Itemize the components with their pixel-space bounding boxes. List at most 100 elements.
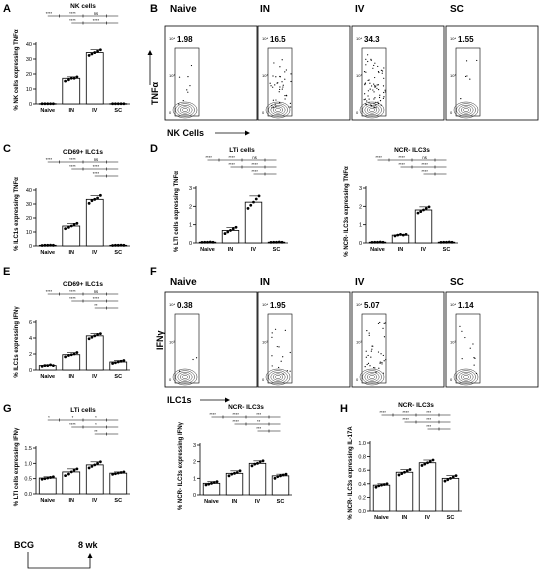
sig-label: **** <box>421 169 428 174</box>
event-dot <box>364 366 366 368</box>
event-dot <box>178 103 180 105</box>
data-point <box>273 476 277 480</box>
y-tick-label: 0.8 <box>358 455 366 461</box>
event-dot <box>370 350 372 352</box>
event-dot <box>364 98 366 100</box>
sig-label: **** <box>421 162 428 167</box>
y-tick-label: 40 <box>26 42 32 48</box>
sig-label: **** <box>379 410 386 415</box>
sig-label: * <box>48 415 50 420</box>
data-point <box>122 359 126 362</box>
event-dot <box>376 87 378 89</box>
y-axis-label: % ILC1s expressing TNFα <box>14 177 20 251</box>
density-contour <box>359 368 385 386</box>
data-point <box>119 471 123 474</box>
data-point <box>400 472 404 475</box>
event-dot <box>383 67 385 69</box>
flow-gate <box>267 47 293 117</box>
data-point <box>207 482 211 486</box>
density-contour <box>175 103 195 117</box>
y-tick-label: 1 <box>189 223 192 229</box>
flow-b-header-iv: IV <box>355 4 365 15</box>
chart-title: LTi cells <box>229 147 255 154</box>
flow-plot-3: 10⁴ 10³ 0 1.14 <box>445 291 539 388</box>
event-dot <box>375 101 377 103</box>
event-dot <box>377 88 380 91</box>
data-point <box>381 240 385 244</box>
bar <box>372 484 391 512</box>
data-point <box>234 225 238 229</box>
flow-y-tick-label: 10³ <box>262 73 268 78</box>
x-tick-label: Naive <box>374 515 389 521</box>
data-point <box>226 230 230 234</box>
data-point <box>111 102 115 106</box>
event-dot <box>383 322 385 324</box>
data-point <box>75 75 79 79</box>
density-contour <box>362 370 382 384</box>
event-dot <box>374 62 376 64</box>
event-dot <box>380 104 382 106</box>
density-contour <box>268 370 288 384</box>
y-axis-label: % NK cells expressing TNFα <box>14 29 20 110</box>
data-point <box>51 475 55 479</box>
sig-label: *** <box>426 410 431 415</box>
event-dot <box>284 78 286 80</box>
x-tick-label: IN <box>402 515 408 521</box>
data-point <box>450 240 454 244</box>
flow-y-tick-label: 10³ <box>450 340 456 345</box>
y-tick-label: 1 <box>193 476 196 482</box>
data-point <box>254 197 258 201</box>
bar <box>441 477 460 512</box>
data-point <box>51 243 55 247</box>
chart-title: NK cells <box>70 3 96 10</box>
sig-label: **** <box>93 164 100 169</box>
sig-label: **** <box>69 422 76 427</box>
event-dot <box>281 59 283 61</box>
y-tick-label: 0 <box>29 102 32 108</box>
x-tick-label: Naive <box>40 498 55 504</box>
flow-f-y-axis-label: IFNγ <box>155 330 165 350</box>
density-contour <box>265 101 291 119</box>
event-dot <box>365 356 367 358</box>
flow-gate <box>361 313 387 384</box>
flow-y-tick-label: 0 <box>356 377 359 382</box>
event-dot <box>378 71 380 74</box>
density-contour <box>364 104 380 116</box>
data-point <box>215 480 219 484</box>
data-point <box>238 469 242 473</box>
event-dot <box>379 362 381 364</box>
chart-title: NCR- ILC3s <box>228 404 264 411</box>
event-dot <box>271 336 273 338</box>
data-point <box>40 244 44 247</box>
event-dot <box>282 373 284 375</box>
gate-percentage: 1.55 <box>458 35 474 44</box>
data-point <box>98 332 102 336</box>
event-dot <box>465 60 468 62</box>
x-tick-label: SC <box>443 247 451 253</box>
x-tick-label: IV <box>251 247 257 253</box>
event-dot <box>368 98 370 100</box>
y-tick-label: 2 <box>193 460 196 466</box>
density-contour <box>453 101 479 119</box>
flow-y-tick-label: 10⁴ <box>450 36 456 41</box>
data-point <box>449 476 452 480</box>
sig-label: **** <box>69 18 76 23</box>
y-tick-label: 2 <box>189 204 192 210</box>
flow-plot-3: 10⁴ 10³ 0 1.55 <box>445 25 539 121</box>
data-point <box>72 352 76 356</box>
data-point <box>252 200 255 204</box>
event-dot <box>367 54 369 56</box>
data-point <box>67 472 70 476</box>
gate-percentage: 1.14 <box>458 301 474 310</box>
panel-letter-a: A <box>3 3 11 15</box>
flow-f-header-in: IN <box>260 277 270 288</box>
data-point <box>72 468 76 472</box>
data-point <box>235 471 239 474</box>
event-dot <box>279 88 281 91</box>
sig-label: **** <box>69 11 76 16</box>
event-dot <box>275 99 277 101</box>
gate-percentage: 1.95 <box>270 301 286 310</box>
event-dot <box>368 334 370 336</box>
sig-label: **** <box>398 155 405 160</box>
